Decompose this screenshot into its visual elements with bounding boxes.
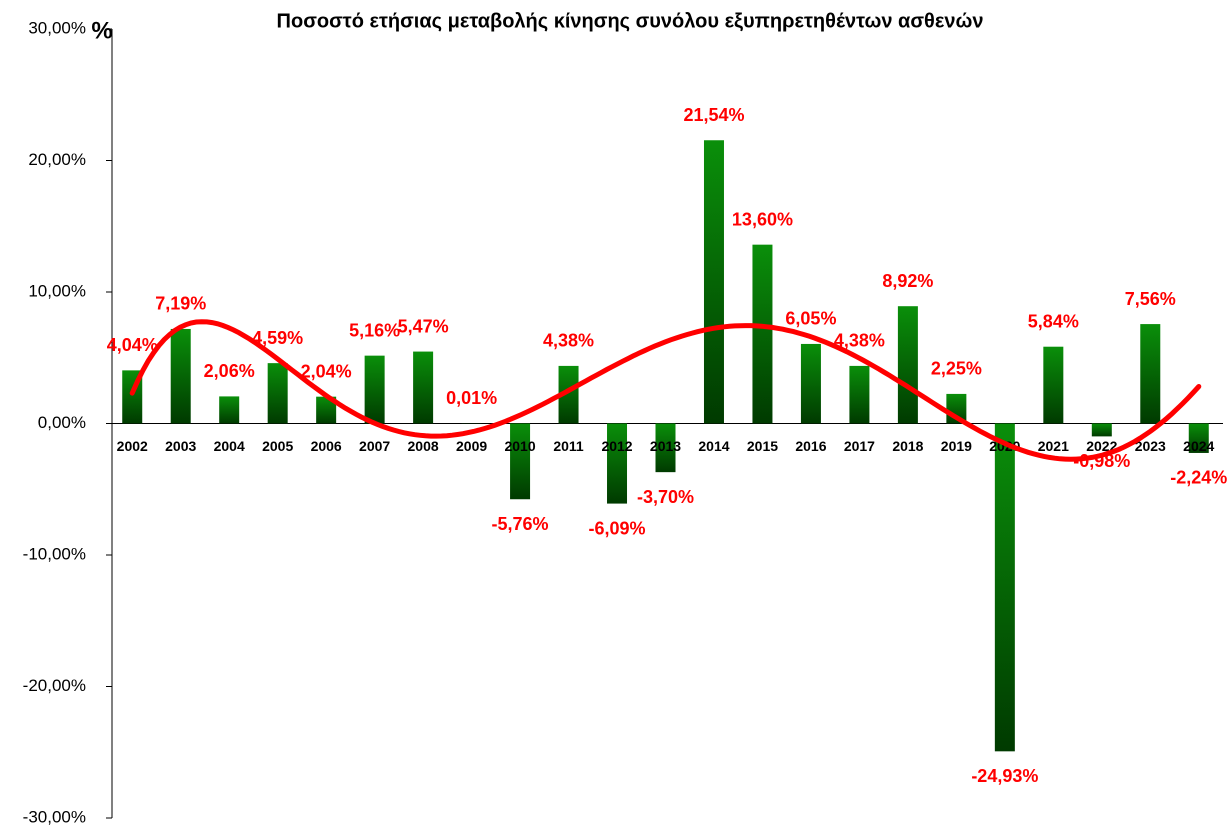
value-label: 2,25%: [931, 359, 982, 379]
x-tick-label: 2003: [165, 438, 196, 454]
bar: [170, 328, 191, 424]
bar: [994, 423, 1015, 752]
value-label: -3,70%: [637, 487, 694, 507]
bar: [897, 306, 918, 424]
value-label: 7,19%: [155, 294, 206, 314]
y-tick-label: 30,00%: [28, 18, 86, 37]
y-tick-label: -30,00%: [23, 807, 86, 826]
x-tick-label: 2017: [844, 438, 875, 454]
trend-line: [129, 319, 1202, 462]
value-label: 4,04%: [107, 335, 158, 355]
x-tick-label: 2016: [795, 438, 826, 454]
x-tick-label: 2004: [214, 438, 245, 454]
bar: [558, 365, 579, 424]
bar: [413, 351, 434, 424]
bar: [364, 355, 385, 424]
x-tick-label: 2014: [698, 438, 729, 454]
bar: [316, 396, 337, 424]
bar: [752, 244, 773, 424]
value-label: 4,38%: [543, 331, 594, 351]
value-label: 5,47%: [398, 316, 449, 336]
value-label: -0,98%: [1073, 451, 1130, 471]
bar: [1091, 423, 1112, 437]
x-tick-label: 2010: [504, 438, 535, 454]
value-label: 0,01%: [446, 388, 497, 408]
value-label: -5,76%: [492, 514, 549, 534]
x-tick-label: 2009: [456, 438, 487, 454]
x-tick-label: 2005: [262, 438, 293, 454]
bar: [703, 140, 724, 424]
bar: [849, 365, 870, 424]
value-label: -6,09%: [588, 518, 645, 538]
value-label: 4,59%: [252, 328, 303, 348]
x-tick-label: 2019: [941, 438, 972, 454]
x-tick-label: 2023: [1135, 438, 1166, 454]
x-tick-label: 2002: [117, 438, 148, 454]
chart-title: Ποσοστό ετήσιας μεταβολής κίνησης συνόλο…: [277, 10, 984, 32]
x-tick-label: 2007: [359, 438, 390, 454]
value-label: 4,38%: [834, 331, 885, 351]
value-label: 7,56%: [1125, 289, 1176, 309]
x-tick-label: 2006: [311, 438, 342, 454]
bar: [219, 396, 240, 424]
value-label: 6,05%: [785, 309, 836, 329]
bar: [800, 343, 821, 424]
y-tick-label: -20,00%: [23, 676, 86, 695]
value-label: -24,93%: [971, 766, 1038, 786]
value-label: 2,06%: [204, 361, 255, 381]
value-label: 5,84%: [1028, 311, 1079, 331]
bar: [1043, 346, 1064, 424]
value-label: 21,54%: [683, 105, 744, 125]
x-tick-label: 2021: [1038, 438, 1069, 454]
y-tick-label: 20,00%: [28, 150, 86, 169]
x-tick-label: 2008: [408, 438, 439, 454]
x-tick-label: 2024: [1183, 438, 1214, 454]
value-label: 13,60%: [732, 209, 793, 229]
bar: [607, 423, 628, 504]
x-tick-label: 2013: [650, 438, 681, 454]
value-label: -2,24%: [1170, 468, 1227, 488]
bar: [655, 423, 676, 473]
x-tick-label: 2012: [601, 438, 632, 454]
x-tick-label: 2011: [553, 438, 584, 454]
y-tick-label: 10,00%: [28, 281, 86, 300]
bar: [510, 423, 531, 500]
y-axis-label: %: [91, 17, 112, 44]
bar: [1188, 423, 1209, 453]
value-label: 5,16%: [349, 320, 400, 340]
y-tick-label: -10,00%: [23, 544, 86, 563]
value-label: 2,04%: [301, 361, 352, 381]
x-tick-label: 2018: [892, 438, 923, 454]
value-label: 8,92%: [882, 271, 933, 291]
x-tick-label: 2015: [747, 438, 778, 454]
y-tick-label: 0,00%: [38, 413, 86, 432]
bar: [267, 363, 288, 424]
bar: [1140, 324, 1161, 424]
